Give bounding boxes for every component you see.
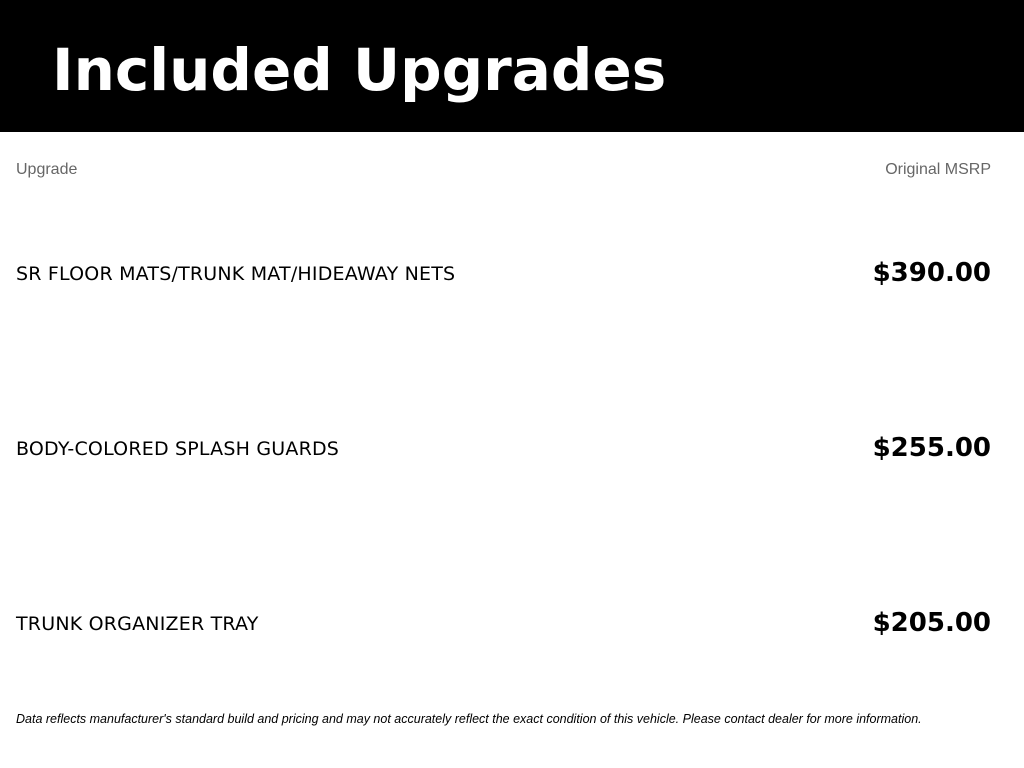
upgrade-name: BODY-COLORED SPLASH GUARDS [16,438,340,460]
upgrade-name: SR FLOOR MATS/TRUNK MAT/HIDEAWAY NETS [16,263,456,285]
upgrade-price: $255.00 [872,433,991,463]
column-header-upgrade: Upgrade [16,161,78,178]
column-header-msrp: Original MSRP [885,161,991,178]
disclaimer: Data reflects manufacturer's standard bu… [16,712,922,726]
page-title: Included Upgrades [52,36,667,104]
header-banner: Included Upgrades [0,0,1024,132]
upgrade-price: $205.00 [872,608,991,638]
upgrade-price: $390.00 [872,258,991,288]
upgrade-name: TRUNK ORGANIZER TRAY [16,613,259,635]
